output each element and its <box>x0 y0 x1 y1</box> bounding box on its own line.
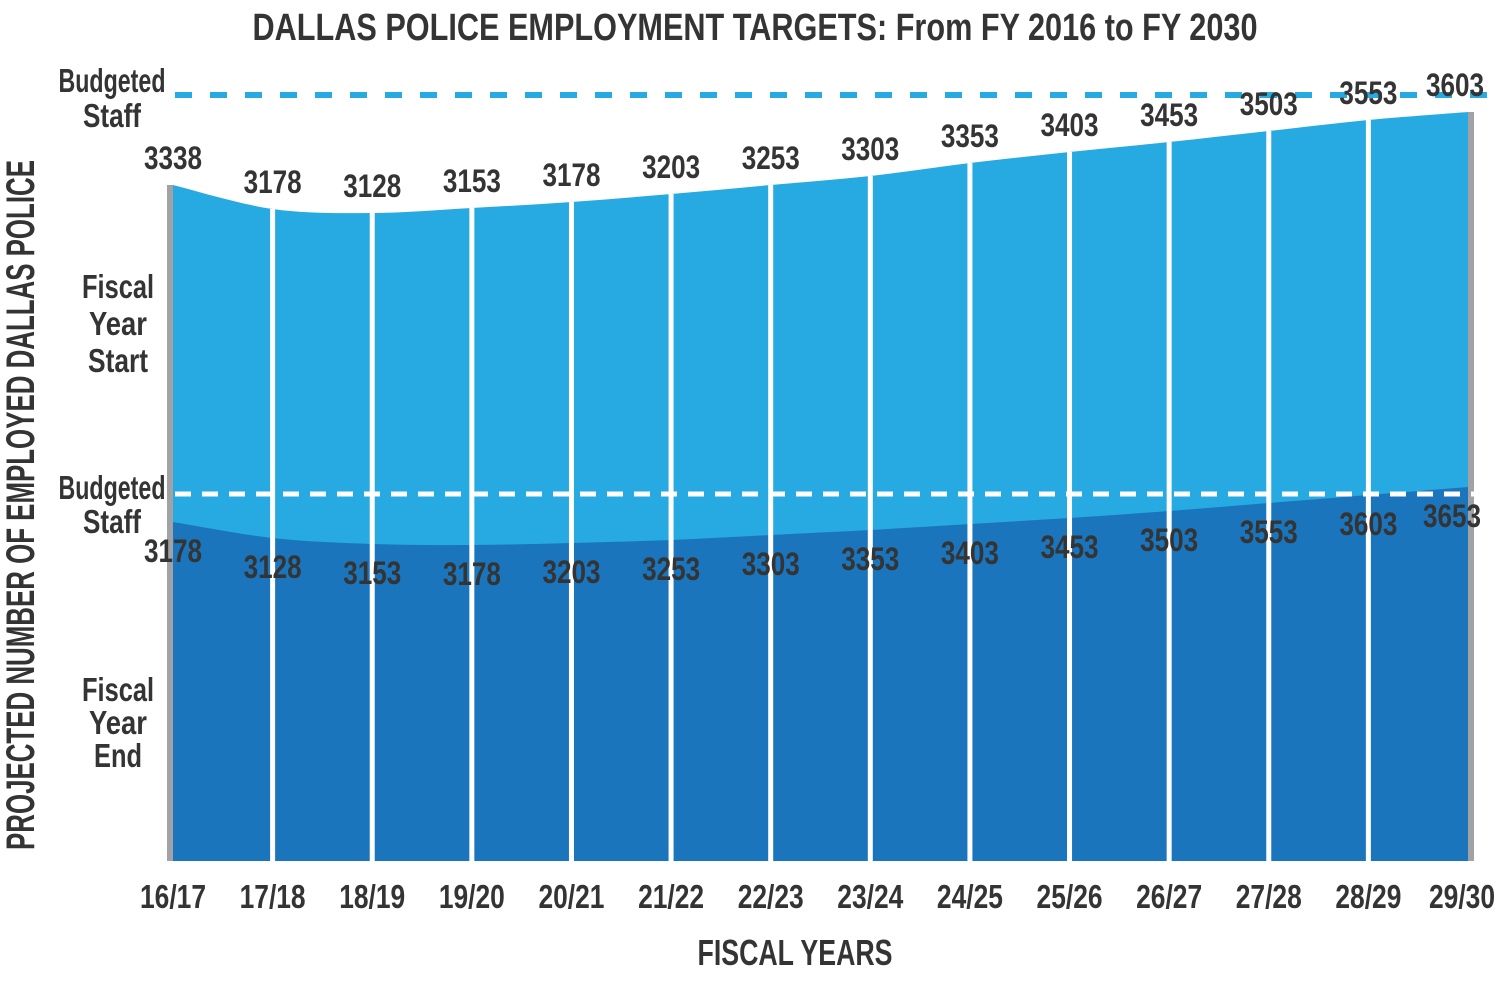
x-tick-label: 23/24 <box>837 878 904 915</box>
end-value-labels-group: 3178 3128 3153 3178 3203 3253 3303 3353 3403 3453… <box>144 498 1481 592</box>
budgeted-staff-top-label-line1: Budgeted <box>59 62 166 99</box>
x-tick-label: 25/26 <box>1037 878 1103 915</box>
end-value-label: 3553 <box>1240 514 1298 550</box>
end-value-label: 3128 <box>244 549 302 585</box>
end-value-label: 3178 <box>443 556 501 592</box>
x-axis-title: FISCAL YEARS <box>698 932 893 973</box>
x-tick-label: 19/20 <box>439 878 505 915</box>
start-value-label: 3338 <box>144 140 202 176</box>
y-axis-title: PROJECTED NUMBER OF EMPLOYED DALLAS POLI… <box>0 160 43 850</box>
end-value-label: 3453 <box>1041 529 1099 565</box>
start-value-label: 3453 <box>1140 97 1198 133</box>
x-tick-label: 29/30 <box>1429 878 1495 915</box>
start-value-label: 3403 <box>1041 107 1099 143</box>
x-tick-label: 17/18 <box>240 878 306 915</box>
area-series-group <box>173 112 1468 861</box>
end-value-label: 3503 <box>1140 522 1198 558</box>
end-value-label: 3403 <box>941 535 999 571</box>
x-tick-label: 22/23 <box>738 878 804 915</box>
gridlines-group <box>270 120 1371 861</box>
x-tick-label: 18/19 <box>339 878 405 915</box>
start-value-label: 3178 <box>542 157 600 193</box>
fiscal-year-start-label-line2: Year <box>89 305 147 342</box>
start-value-label: 3303 <box>841 131 899 167</box>
start-value-label: 3253 <box>742 140 800 176</box>
budgeted-staff-mid-label-line1: Budgeted <box>59 469 166 506</box>
fiscal-year-end-label-line1: Fiscal <box>82 671 154 708</box>
x-tick-label: 16/17 <box>140 878 206 915</box>
start-value-label: 3203 <box>642 149 700 185</box>
fiscal-year-start-label-line1: Fiscal <box>82 268 154 305</box>
end-value-label: 3203 <box>542 554 600 590</box>
end-value-label: 3653 <box>1423 498 1481 534</box>
start-value-label: 3553 <box>1339 75 1397 111</box>
end-value-label: 3153 <box>343 555 401 591</box>
start-value-label: 3128 <box>343 168 401 204</box>
x-tick-label: 24/25 <box>937 878 1003 915</box>
right-edge-line <box>1468 112 1474 861</box>
fiscal-year-end-label-line3: End <box>94 737 142 774</box>
x-tick-label: 28/29 <box>1335 878 1401 915</box>
start-value-label: 3503 <box>1240 86 1298 122</box>
x-tick-label: 21/22 <box>638 878 704 915</box>
start-value-labels-group: 3338 3178 3128 3153 3178 3203 3253 3303 3353 3403… <box>144 67 1484 204</box>
end-value-label: 3253 <box>642 551 700 587</box>
fiscal-year-end-label-line2: Year <box>89 704 147 741</box>
end-value-label: 3353 <box>841 541 899 577</box>
x-tick-label: 27/28 <box>1236 878 1302 915</box>
start-value-label: 3178 <box>244 164 302 200</box>
x-tick-label: 26/27 <box>1136 878 1202 915</box>
x-tick-labels-group: 16/17 17/18 18/19 19/20 20/21 21/22 22/23 23/24… <box>140 878 1495 915</box>
end-value-label: 3178 <box>144 533 202 569</box>
budgeted-staff-top-label-line2: Staff <box>83 97 142 134</box>
fiscal-year-start-label-line3: Start <box>88 342 148 379</box>
chart-title: DALLAS POLICE EMPLOYMENT TARGETS: From F… <box>253 7 1258 49</box>
fiscal-year-end-area <box>173 487 1468 861</box>
end-value-label: 3603 <box>1339 506 1397 542</box>
start-value-label: 3153 <box>443 163 501 199</box>
budgeted-staff-mid-label-line2: Staff <box>83 503 142 540</box>
end-value-label: 3303 <box>742 546 800 582</box>
x-tick-label: 20/21 <box>538 878 604 915</box>
start-value-label: 3353 <box>941 118 999 154</box>
left-edge-line <box>167 185 173 861</box>
start-value-label: 3603 <box>1426 67 1484 103</box>
